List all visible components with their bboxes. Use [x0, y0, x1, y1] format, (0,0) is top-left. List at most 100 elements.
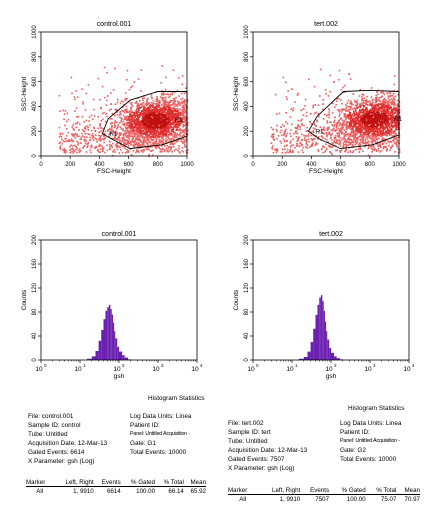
scatter-point: [181, 102, 184, 105]
scatter-point: [368, 113, 370, 116]
scatter-point: [173, 115, 176, 118]
scatter-point: [284, 130, 286, 132]
scatter-point: [132, 114, 134, 117]
scatter-point: [343, 121, 345, 124]
scatter-point: [150, 116, 152, 119]
scatter-point: [167, 117, 169, 119]
scatter-point: [286, 144, 288, 147]
scatter-point: [154, 125, 156, 127]
scatter-point: [179, 129, 181, 131]
scatter-point: [296, 94, 299, 96]
scatter-point: [143, 131, 145, 134]
scatter-point: [366, 136, 368, 138]
scatter-point: [354, 143, 357, 146]
scatter-point: [396, 111, 399, 114]
scatter-point: [86, 146, 88, 149]
scatter-point: [138, 106, 141, 109]
scatter-point: [173, 126, 175, 128]
scatter-point: [305, 146, 307, 148]
scatter-point: [394, 115, 396, 117]
scatter-point: [165, 128, 167, 130]
scatter-point: [385, 101, 388, 103]
scatter-point: [59, 145, 62, 147]
scatter-point: [87, 84, 90, 86]
scatter-point: [102, 118, 104, 121]
scatter-point: [116, 125, 119, 128]
scatter-point: [76, 133, 79, 136]
scatter-point: [340, 111, 343, 113]
scatter-point: [131, 140, 134, 143]
scatter-point: [159, 108, 162, 111]
scatter-point: [158, 127, 161, 130]
scatter-point: [158, 138, 160, 141]
scatter-point: [355, 119, 358, 121]
scatter-point: [152, 104, 154, 107]
scatter-point: [145, 114, 148, 116]
scatter-point: [367, 115, 370, 118]
scatter-point: [79, 142, 82, 144]
scatter-point: [109, 127, 111, 130]
scatter-point: [59, 110, 61, 112]
scatter-point: [149, 137, 151, 139]
scatter-point: [140, 150, 143, 152]
scatter-point: [346, 121, 348, 123]
scatter-point: [58, 135, 61, 138]
scatter-point: [127, 134, 130, 137]
scatter-point: [168, 101, 170, 104]
scatter-point: [128, 116, 131, 118]
scatter-point: [386, 105, 388, 108]
scatter-point: [349, 115, 352, 118]
scatter-point: [135, 109, 137, 112]
scatter-point: [395, 121, 397, 123]
scatter-point: [146, 125, 148, 128]
scatter-point: [372, 135, 374, 137]
scatter-point: [345, 115, 348, 118]
scatter-point: [329, 90, 331, 93]
scatter-point: [157, 114, 160, 117]
scatter-point: [149, 128, 151, 130]
scatter-point: [146, 142, 149, 144]
scatter-point: [163, 101, 165, 104]
scatter-point: [170, 132, 173, 134]
scatter-point: [372, 106, 375, 108]
scatter-point: [72, 135, 75, 138]
scatter-point: [333, 123, 336, 126]
scatter-point: [370, 111, 373, 114]
scatter-point: [366, 95, 368, 98]
scatter-point: [106, 71, 108, 74]
scatter-point: [142, 99, 144, 101]
scatter-point: [123, 132, 126, 135]
scatter-point: [125, 127, 127, 130]
scatter-point: [370, 135, 372, 137]
scatter-point: [162, 147, 164, 150]
scatter-point: [272, 135, 275, 138]
scatter-point: [141, 110, 144, 113]
scatter-point: [168, 138, 170, 140]
scatter-point: [74, 110, 76, 112]
scatter-point: [379, 133, 382, 135]
scatter-point: [282, 76, 285, 79]
scatter-point: [107, 95, 109, 97]
scatter-point: [343, 114, 346, 116]
scatter-point: [127, 111, 130, 113]
scatter-point: [374, 127, 376, 129]
scatter-point: [170, 117, 172, 120]
scatter-point: [352, 132, 355, 135]
scatter-point: [119, 126, 121, 128]
scatter-point: [146, 98, 149, 101]
scatter-point: [153, 111, 155, 113]
scatter-point: [314, 144, 317, 146]
scatter-point: [144, 136, 147, 138]
scatter-point: [369, 108, 372, 111]
scatter-point: [168, 119, 171, 121]
scatter-point: [118, 114, 121, 116]
scatter-point: [163, 105, 166, 108]
scatter-point: [375, 122, 377, 124]
scatter-point: [171, 93, 174, 96]
scatter-point: [374, 115, 376, 118]
scatter-point: [70, 139, 73, 142]
scatter-point: [135, 118, 138, 120]
scatter-point: [143, 137, 146, 139]
scatter-point: [388, 144, 390, 147]
